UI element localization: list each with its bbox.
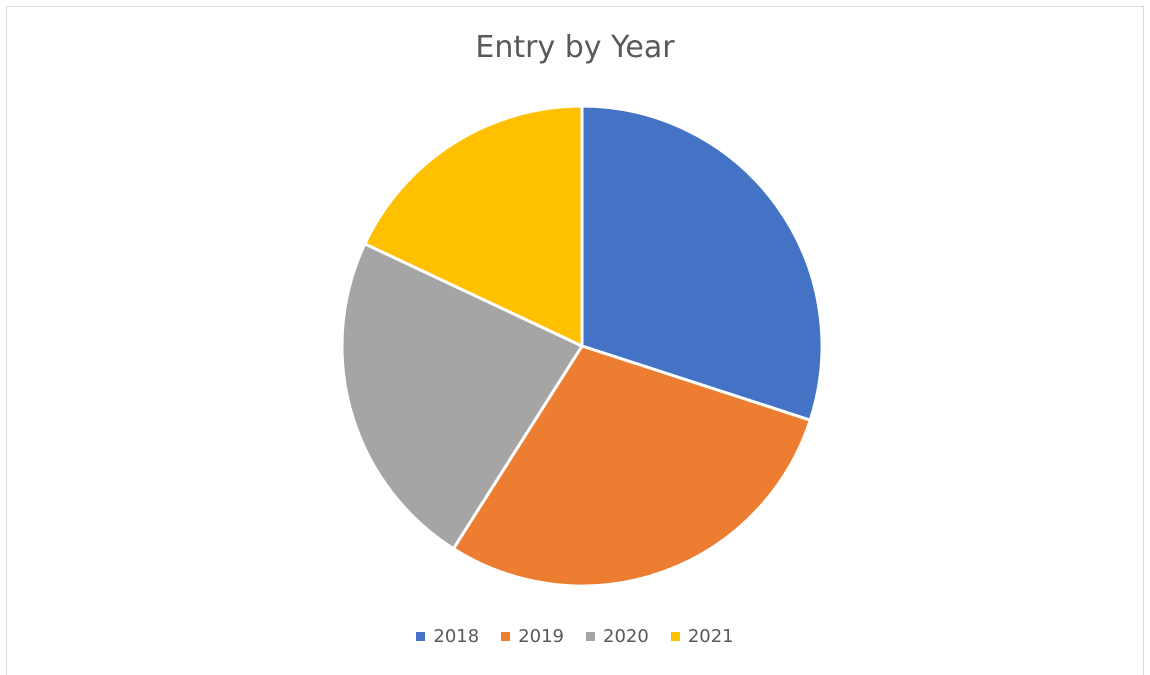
- pie-slice-2018: [580, 104, 824, 423]
- legend-item-2018: 2018: [416, 626, 479, 647]
- legend-swatch: [586, 632, 595, 641]
- legend-label: 2018: [433, 626, 480, 647]
- legend-swatch: [501, 632, 511, 641]
- legend-label: 2020: [603, 626, 649, 647]
- legend-item-2019: 2019: [501, 626, 564, 647]
- pie-slice-2021: [362, 104, 584, 349]
- legend-swatch: [416, 632, 426, 641]
- legend-swatch: [670, 632, 680, 641]
- legend-item-2021: 2021: [670, 626, 734, 647]
- legend-label: 2019: [518, 626, 564, 647]
- pie-slices: [340, 104, 824, 588]
- legend-item-2020: 2020: [586, 626, 649, 647]
- legend-label: 2021: [687, 626, 734, 647]
- legend: 2018 2019 2020 2021: [0, 626, 1150, 647]
- chart-title: Entry by Year: [475, 30, 675, 65]
- pie-slice-2020: [340, 241, 585, 551]
- pie-slice-2019: [451, 344, 813, 588]
